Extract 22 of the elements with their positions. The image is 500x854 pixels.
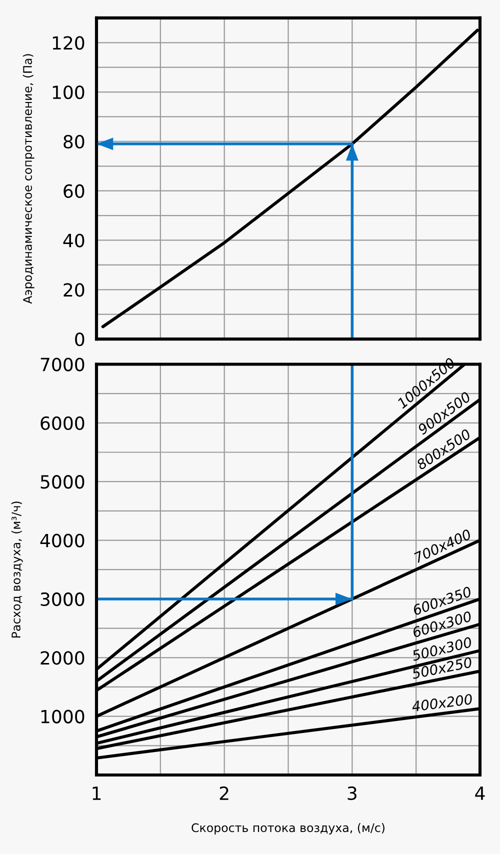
y-tick-label: 7000 (40, 358, 84, 372)
x-axis-title: Скорость потока воздуха, (м/с) (192, 823, 384, 834)
y-tick-label: 0 (75, 332, 84, 346)
y-tick-label: 6000 (40, 416, 84, 430)
y-tick-label: 5000 (40, 475, 84, 489)
x-tick-label: 4 (475, 786, 485, 800)
x-tick-label: 3 (348, 786, 356, 800)
y-tick-label: 3000 (40, 592, 84, 606)
y-tick-label: 20 (64, 283, 84, 297)
y-tick-label: 100 (52, 85, 84, 100)
y-tick-label: 1000 (41, 710, 84, 724)
y-tick-label: 80 (64, 134, 84, 149)
x-tick-label: 1 (92, 786, 101, 800)
text: 400x200 (411, 694, 473, 712)
y-tick-label: 4000 (40, 534, 84, 548)
x-tick-label: 2 (220, 786, 228, 800)
y-tick-label: 60 (64, 184, 84, 198)
y-tick-label: 120 (52, 36, 84, 50)
y-axis-title: Расход воздуха, (м³/ч) (11, 502, 23, 638)
y-tick-label: 40 (63, 234, 84, 248)
y-tick-label: 2000 (40, 651, 84, 665)
y-axis-title: Аэродинамическое сопротивление, (Па) (22, 54, 34, 304)
